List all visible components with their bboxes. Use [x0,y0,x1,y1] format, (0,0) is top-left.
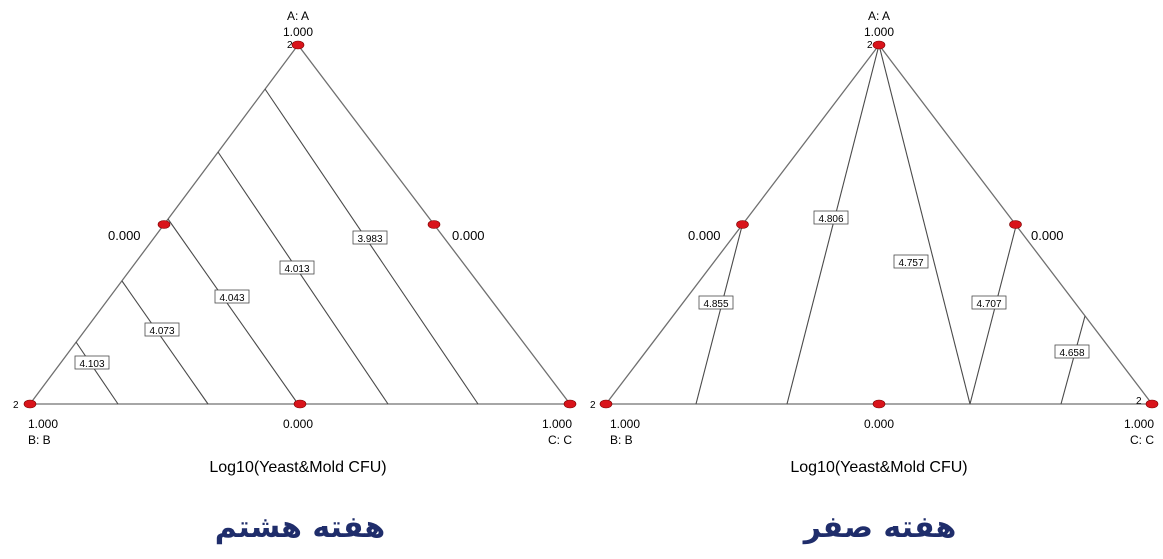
vertex-c-axis-label: C: C [548,433,572,447]
design-point-marker [599,399,613,409]
design-point-marker [872,40,886,50]
ternary-plot-area: 4.855 4.806 4.757 4.707 4.658 A: A 1.000 2 2… [590,9,1159,476]
vertex-b-replicate-count: 2 [13,400,19,411]
response-title: Log10(Yeast&Mold CFU) [790,459,967,476]
contour-line [121,280,209,405]
midpoint-bc-value: 0.000 [283,417,313,431]
design-point-marker [157,220,171,229]
contour-line [695,225,743,405]
vertex-a-value: 1.000 [864,25,894,39]
vertex-c-replicate-count: 2 [1136,396,1142,407]
vertex-b-value: 1.000 [610,417,640,431]
ternary-plot-area: 4.103 4.073 4.043 4.013 3.983 A: A 1.000 2 2… [13,9,577,476]
contour-line [878,44,971,405]
vertex-a-axis-label: A: A [287,9,309,23]
contour-label-box [74,355,110,370]
contour-label-box [144,322,180,337]
vertex-a-replicate-count: 2 [287,40,293,51]
contour-level-label: 4.658 [1059,348,1084,359]
contour-label-box [893,254,929,269]
contour-line [786,44,880,405]
contour-label-box [813,210,849,225]
contour-label-box [698,295,734,310]
midpoint-ab-value: 0.000 [688,228,721,243]
vertex-b-axis-label: B: B [28,433,51,447]
vertex-c-value: 1.000 [542,417,572,431]
contour-level-label: 4.806 [818,214,843,225]
vertex-a-value: 1.000 [283,25,313,39]
contour-level-label: 3.983 [357,234,382,245]
contour-level-label: 4.073 [149,326,174,337]
ternary-chart-week-zero: 4.855 4.806 4.757 4.707 4.658 A: A 1.000 2 2… [582,0,1163,559]
contour-level-label: 4.043 [219,293,244,304]
contour-label-box [279,260,315,275]
contour-line [264,88,479,405]
vertex-c-axis-label: C: C [1130,433,1154,447]
contour-label-box [214,289,250,304]
design-point-marker [293,399,307,409]
design-point-marker [1145,399,1159,409]
vertex-b-replicate-count: 2 [590,400,596,411]
midpoint-ac-value: 0.000 [1031,228,1064,243]
contour-level-label: 4.855 [703,299,728,310]
response-title: Log10(Yeast&Mold CFU) [209,459,386,476]
contour-lines: 4.855 4.806 4.757 4.707 4.658 [695,44,1090,405]
contour-level-label: 4.013 [284,264,309,275]
design-point-marker [291,40,305,50]
contour-line [969,225,1017,405]
week-eight-caption: هفته هشتم [214,510,386,545]
design-point-marker [1009,220,1022,229]
contour-line [167,218,299,405]
design-point-marker [736,220,749,229]
contour-level-label: 4.707 [976,299,1001,310]
design-points [23,40,577,409]
ternary-chart-week-eight: 4.103 4.073 4.043 4.013 3.983 A: A 1.000 2 2… [0,0,581,559]
midpoint-bc-value: 0.000 [864,417,894,431]
contour-line [1060,315,1086,405]
contour-label-box [352,230,388,245]
design-point-marker [872,399,886,409]
contour-level-label: 4.757 [898,258,923,269]
design-point-marker [427,220,441,229]
vertex-a-axis-label: A: A [868,9,890,23]
contour-lines: 4.103 4.073 4.043 4.013 3.983 [74,88,479,405]
design-point-marker [23,399,37,409]
vertex-a-replicate-count: 2 [867,40,873,51]
vertex-c-value: 1.000 [1124,417,1154,431]
midpoint-ac-value: 0.000 [452,228,485,243]
simplex-triangle [28,43,572,405]
week-zero-caption: هفته صفر [803,510,957,545]
contour-level-label: 4.103 [79,359,104,370]
design-points [599,40,1159,409]
vertex-b-value: 1.000 [28,417,58,431]
midpoint-ab-value: 0.000 [108,228,141,243]
contour-line [217,151,389,405]
vertex-b-axis-label: B: B [610,433,633,447]
contour-label-box [1054,344,1090,359]
design-point-marker [563,399,577,409]
contour-label-box [971,295,1007,310]
contour-line [75,341,119,405]
